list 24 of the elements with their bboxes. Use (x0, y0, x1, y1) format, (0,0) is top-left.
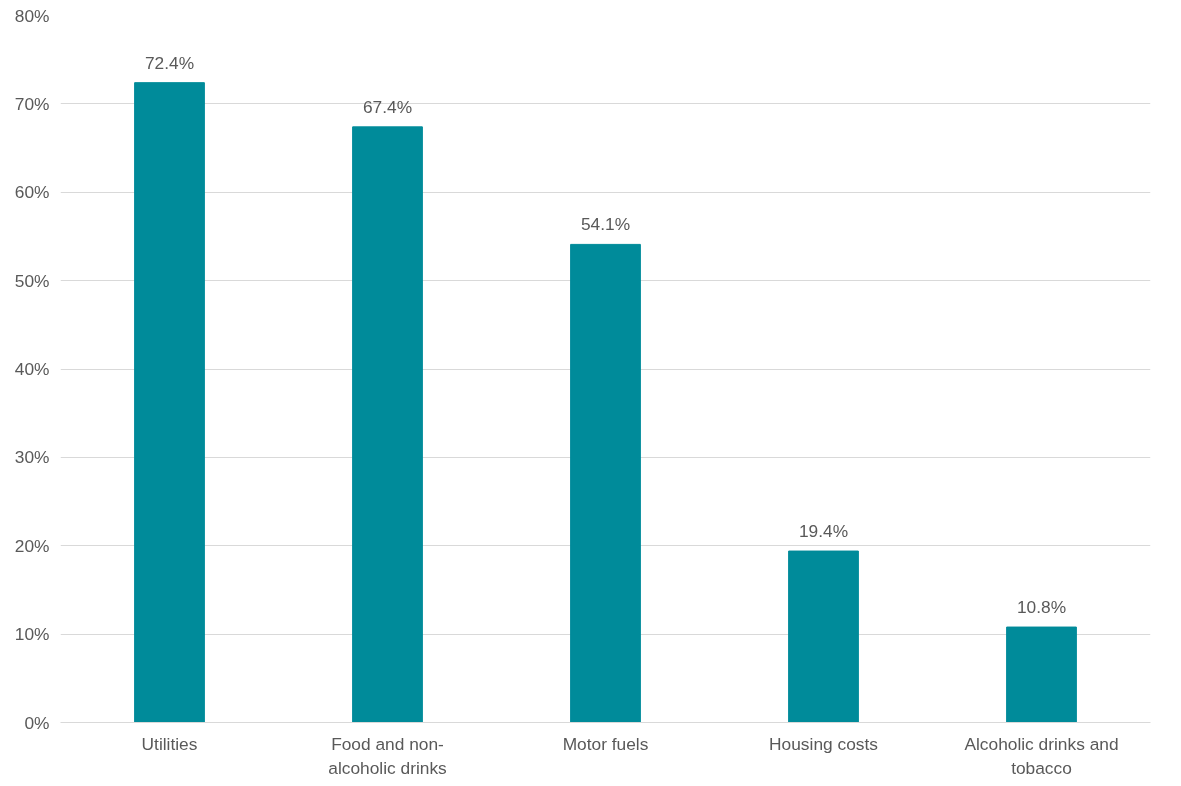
data-label: 19.4% (798, 521, 849, 542)
data-label: 10.8% (1016, 597, 1067, 618)
y-tick-label: 50% (14, 270, 50, 291)
y-tick-label: 40% (14, 359, 50, 379)
data-label: 72.4% (144, 52, 195, 73)
x-tick-label: Motor fuels (562, 733, 649, 754)
y-tick-label: 80% (14, 5, 50, 26)
y-tick-label: 30% (14, 447, 50, 468)
bar (788, 550, 859, 723)
y-tick-label: 60% (14, 182, 50, 203)
x-tick-label: Housing costs (769, 733, 879, 754)
data-label: 54.1% (580, 214, 631, 235)
y-tick-label: 20% (14, 535, 50, 556)
y-tick-label: 0% (24, 712, 50, 733)
bar (570, 243, 641, 723)
y-tick-label: 70% (14, 93, 50, 114)
y-tick-label: 10% (14, 624, 50, 645)
bar (134, 82, 205, 723)
bar (1006, 626, 1077, 723)
x-tick-label: Food and non-alcoholic drinks (328, 733, 448, 778)
bar (352, 126, 423, 723)
data-label: 67.4% (362, 96, 413, 117)
x-tick-label: Alcoholic drinks and tobacco (964, 733, 1119, 778)
x-tick-label: Utilities (141, 733, 198, 754)
